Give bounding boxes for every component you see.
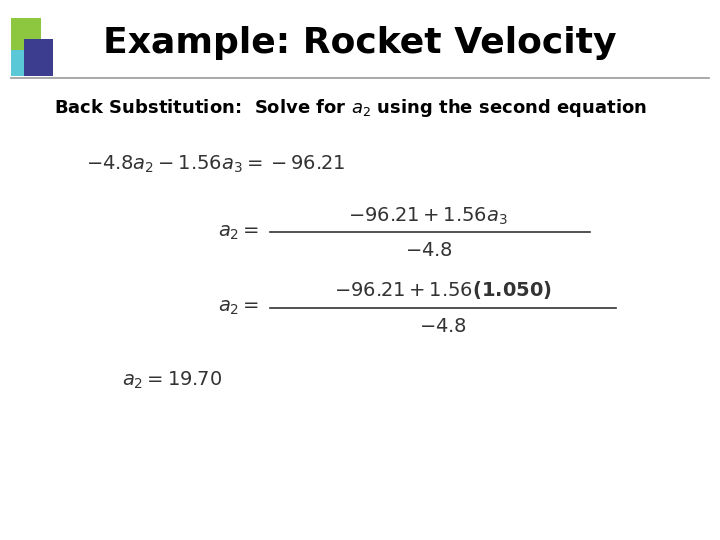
Text: $a_2 =$: $a_2 =$ [218, 298, 259, 318]
Text: $-96.21 + 1.56a_3$: $-96.21 + 1.56a_3$ [348, 205, 508, 227]
FancyBboxPatch shape [11, 50, 31, 76]
Text: $\mathrm{-4.8}$: $\mathrm{-4.8}$ [419, 317, 467, 336]
Text: $-4.8$: $-4.8$ [405, 240, 452, 260]
Text: $a_2 = 19.70$: $a_2 = 19.70$ [122, 370, 222, 392]
Text: $\mathrm{-96.21+1.56}\mathbf{(1.050)}$: $\mathrm{-96.21+1.56}\mathbf{(1.050)}$ [333, 279, 552, 301]
FancyBboxPatch shape [11, 18, 41, 57]
FancyBboxPatch shape [24, 39, 53, 76]
Text: Example: Rocket Velocity: Example: Rocket Velocity [103, 26, 617, 60]
Text: $a_2 =$: $a_2 =$ [218, 222, 259, 242]
Text: Back Substitution:  Solve for $a_2$ using the second equation: Back Substitution: Solve for $a_2$ using… [54, 97, 647, 119]
Text: $-4.8a_2 - 1.56a_3 = -96.21$: $-4.8a_2 - 1.56a_3 = -96.21$ [86, 154, 346, 176]
